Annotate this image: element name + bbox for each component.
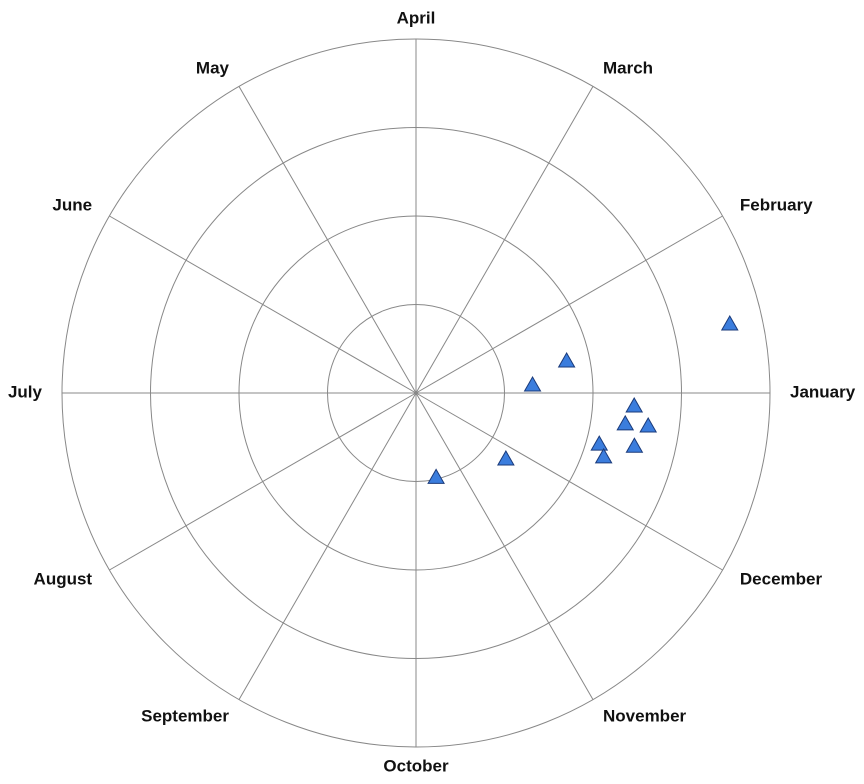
spoke <box>109 215 417 394</box>
category-label: August <box>34 569 93 588</box>
category-label: January <box>790 382 856 401</box>
category-label: November <box>603 706 687 725</box>
spoke <box>415 392 723 571</box>
category-label: June <box>52 195 92 214</box>
triangle-marker <box>523 376 542 392</box>
triangle-marker <box>590 435 609 451</box>
spoke <box>415 215 723 394</box>
category-label: May <box>196 59 230 78</box>
spoke <box>109 392 417 571</box>
category-label: September <box>141 706 229 725</box>
category-label: October <box>383 756 449 775</box>
spoke <box>238 86 417 394</box>
category-label: December <box>740 569 823 588</box>
category-label: April <box>397 8 436 27</box>
category-label: July <box>8 382 43 401</box>
triangle-marker <box>625 437 644 453</box>
triangle-marker <box>594 447 613 464</box>
triangle-marker <box>427 468 445 484</box>
triangle-marker <box>616 414 635 431</box>
triangle-marker <box>720 315 739 331</box>
category-label: February <box>740 195 813 214</box>
spoke <box>415 86 594 394</box>
spoke <box>415 392 594 700</box>
triangle-marker <box>557 351 576 368</box>
spoke <box>238 392 417 700</box>
category-label: March <box>603 59 653 78</box>
triangle-marker <box>639 417 658 433</box>
triangle-marker <box>497 450 515 466</box>
triangle-marker <box>625 396 644 413</box>
